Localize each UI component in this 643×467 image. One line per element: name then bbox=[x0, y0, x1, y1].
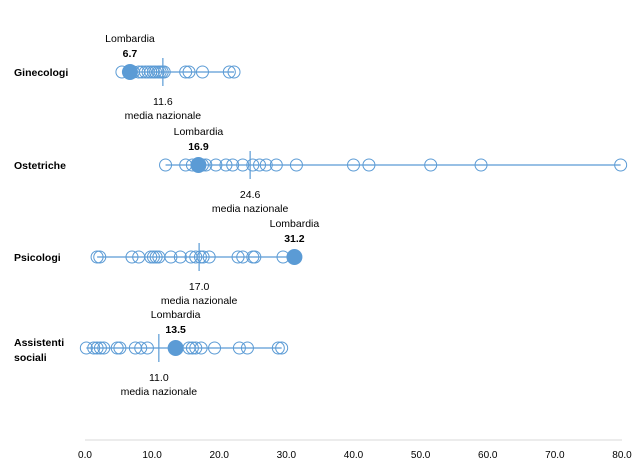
x-tick-label: 50.0 bbox=[411, 450, 431, 461]
data-point bbox=[424, 158, 438, 172]
highlight-label: Lombardia bbox=[151, 309, 201, 321]
data-point bbox=[140, 341, 154, 355]
data-point bbox=[189, 250, 203, 264]
x-tick-label: 70.0 bbox=[545, 450, 565, 461]
data-point bbox=[275, 341, 289, 355]
highlight-point bbox=[121, 64, 138, 80]
x-tick-label: 20.0 bbox=[210, 450, 230, 461]
data-point bbox=[110, 341, 124, 355]
data-point bbox=[614, 158, 628, 172]
highlight-value-label: 16.9 bbox=[188, 141, 209, 153]
data-point bbox=[79, 341, 93, 355]
highlight-point bbox=[286, 249, 303, 265]
data-point bbox=[144, 65, 158, 79]
mean-value-label: 11.0 bbox=[149, 372, 169, 384]
data-point bbox=[231, 250, 245, 264]
highlight-point bbox=[167, 340, 184, 356]
data-point bbox=[125, 250, 139, 264]
data-point bbox=[271, 341, 285, 355]
data-point bbox=[134, 341, 148, 355]
series-ginecologi: Ginecologi 11.6 media nazionale Lombardia 6.… bbox=[14, 33, 241, 122]
data-point bbox=[113, 341, 127, 355]
data-point bbox=[240, 341, 254, 355]
data-point bbox=[289, 158, 303, 172]
mean-value-label: 17.0 bbox=[189, 281, 210, 293]
data-point bbox=[474, 158, 488, 172]
data-point bbox=[193, 250, 207, 264]
series-ostetriche: Ostetriche 24.6 media nazionale Lombardia 16… bbox=[14, 126, 628, 215]
category-label: sociali bbox=[14, 352, 47, 364]
data-point bbox=[146, 250, 160, 264]
x-tick-label: 30.0 bbox=[277, 450, 297, 461]
data-point bbox=[246, 158, 260, 172]
data-point bbox=[144, 250, 158, 264]
data-point bbox=[347, 158, 360, 172]
data-point bbox=[157, 65, 171, 79]
data-point bbox=[209, 158, 223, 172]
data-point bbox=[259, 158, 273, 172]
highlight-value-label: 13.5 bbox=[165, 324, 186, 336]
x-tick-label: 60.0 bbox=[478, 450, 498, 461]
data-point bbox=[362, 158, 376, 172]
data-point bbox=[236, 158, 250, 172]
category-label: Ginecologi bbox=[14, 67, 68, 79]
mean-caption: media nazionale bbox=[161, 295, 238, 307]
data-point bbox=[93, 250, 107, 264]
x-tick-label: 0.0 bbox=[78, 450, 92, 461]
data-point bbox=[202, 250, 216, 264]
data-point bbox=[87, 341, 101, 355]
data-point bbox=[227, 65, 241, 79]
data-point bbox=[248, 250, 262, 264]
data-point bbox=[138, 65, 152, 79]
highlight-label: Lombardia bbox=[105, 33, 155, 45]
data-point bbox=[149, 250, 163, 264]
series-psicologi: Psicologi 17.0 media nazionale Lombardia 31.… bbox=[14, 218, 319, 307]
x-tick-label: 10.0 bbox=[142, 450, 162, 461]
data-point bbox=[189, 341, 203, 355]
mean-caption: media nazionale bbox=[125, 110, 202, 122]
data-point bbox=[185, 341, 199, 355]
data-point bbox=[269, 158, 283, 172]
highlight-point bbox=[190, 157, 207, 173]
data-point bbox=[232, 341, 246, 355]
category-label: Assistenti bbox=[14, 337, 64, 349]
data-point bbox=[179, 65, 193, 79]
category-label: Psicologi bbox=[14, 252, 61, 264]
mean-caption: media nazionale bbox=[212, 203, 289, 215]
x-tick-label: 80.0 bbox=[612, 450, 632, 461]
data-point bbox=[97, 341, 111, 355]
mean-value-label: 11.6 bbox=[153, 96, 173, 108]
series-assistenti-sociali: Assistenti sociali 11.0 media nazionale Lomb… bbox=[14, 309, 289, 398]
data-point bbox=[219, 158, 233, 172]
data-point bbox=[253, 158, 267, 172]
data-point bbox=[196, 250, 210, 264]
data-point bbox=[90, 341, 104, 355]
x-tick-label: 40.0 bbox=[344, 450, 364, 461]
data-point bbox=[222, 65, 236, 79]
data-point bbox=[164, 250, 178, 264]
highlight-value-label: 6.7 bbox=[123, 48, 138, 60]
mean-caption: media nazionale bbox=[121, 386, 198, 398]
highlight-label: Lombardia bbox=[174, 126, 224, 138]
data-point bbox=[182, 65, 196, 79]
data-point bbox=[194, 341, 208, 355]
data-point bbox=[93, 341, 107, 355]
data-point bbox=[159, 158, 173, 172]
highlight-label: Lombardia bbox=[270, 218, 320, 230]
highlight-value-label: 31.2 bbox=[284, 233, 305, 245]
data-point bbox=[90, 250, 104, 264]
mean-value-label: 24.6 bbox=[240, 189, 261, 201]
data-point bbox=[195, 65, 209, 79]
data-point bbox=[148, 65, 162, 79]
category-label: Ostetriche bbox=[14, 160, 66, 172]
data-point bbox=[173, 250, 187, 264]
data-point bbox=[208, 341, 222, 355]
data-point bbox=[226, 158, 240, 172]
